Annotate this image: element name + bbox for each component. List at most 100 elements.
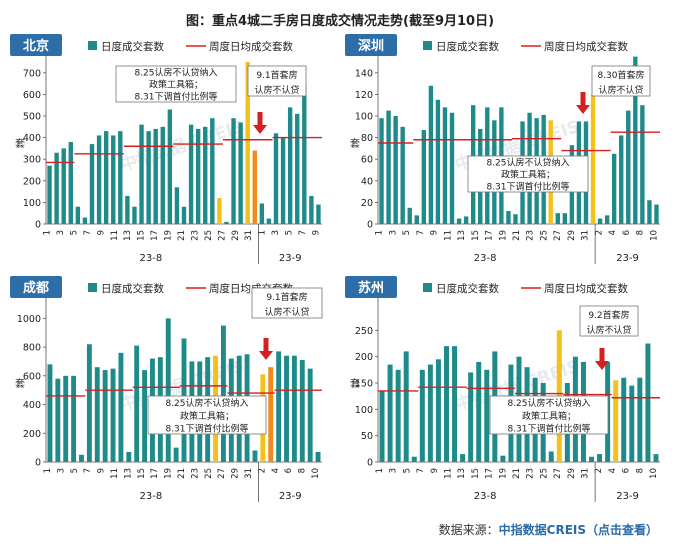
- city-badge: [345, 34, 397, 56]
- bar: [266, 218, 272, 224]
- x-tick-label: 19: [498, 468, 508, 479]
- x-tick-label: 19: [164, 230, 174, 241]
- data-source-link[interactable]: 中指数据CREIS（点击查看）: [498, 523, 658, 537]
- bar: [611, 153, 617, 224]
- policy-note-text: 认房不认贷: [586, 324, 631, 336]
- bar: [411, 456, 417, 462]
- bar: [103, 131, 109, 224]
- bar: [295, 113, 300, 224]
- x-tick-label: 21: [512, 468, 522, 479]
- bar: [562, 213, 568, 224]
- x-tick-label: 11: [110, 468, 120, 479]
- y-tick-label: 400: [23, 133, 41, 144]
- bar: [597, 454, 603, 462]
- x-tick-label: 13: [123, 230, 133, 241]
- x-tick-label: 21: [512, 230, 522, 241]
- y-tick-label: 60: [361, 155, 373, 166]
- x-tick-label: 29: [567, 230, 577, 241]
- x-tick-label: 25: [540, 230, 550, 241]
- y-tick-label: 200: [355, 352, 373, 363]
- bar: [555, 213, 560, 224]
- bar: [513, 214, 518, 224]
- bar: [203, 126, 208, 224]
- y-tick-label: 20: [361, 198, 373, 209]
- bar: [61, 148, 66, 224]
- bar: [68, 141, 73, 224]
- x-tick-label: 27: [217, 230, 227, 241]
- city-badge: [10, 34, 62, 56]
- policy-note-box: [115, 65, 237, 103]
- bar: [63, 375, 69, 462]
- x-tick-label: 1: [258, 230, 268, 235]
- y-tick-label: 100: [355, 112, 373, 123]
- bar: [604, 215, 610, 224]
- bar: [463, 216, 469, 224]
- legend-bar-swatch: [88, 41, 97, 50]
- bar: [132, 206, 137, 224]
- bar: [224, 221, 229, 224]
- x-tick-label: 9: [430, 230, 440, 235]
- bar: [195, 128, 201, 224]
- city-label: 北京: [23, 38, 49, 54]
- y-tick-label: 80: [361, 133, 373, 144]
- legend-line-label: 周度日均成交套数: [544, 40, 628, 53]
- x-tick-label: 1: [375, 230, 385, 235]
- x-tick-label: 3: [271, 230, 281, 235]
- bar: [280, 137, 286, 224]
- x-tick-label: 5: [402, 468, 412, 473]
- bar: [476, 361, 482, 462]
- bar: [118, 352, 124, 462]
- bar: [386, 110, 391, 224]
- bar: [640, 105, 645, 224]
- bar: [96, 135, 102, 224]
- bar: [86, 344, 92, 462]
- x-tick-label: 3: [388, 230, 398, 235]
- bar: [387, 364, 393, 462]
- bar: [460, 454, 466, 462]
- policy-note-box: [579, 305, 639, 337]
- bar: [307, 368, 313, 462]
- x-tick-label: 21: [177, 468, 187, 479]
- bar: [506, 211, 511, 224]
- bar: [217, 198, 222, 224]
- bar: [414, 215, 419, 224]
- policy-arrow-shaft: [599, 348, 605, 362]
- x-tick-label: 1: [43, 230, 53, 235]
- bar: [54, 152, 59, 224]
- x-tick-label: 23: [526, 468, 536, 479]
- x-tick-label: 6: [284, 468, 294, 473]
- city-label: 深圳: [358, 38, 384, 54]
- policy-note-text: 8.25认房不认贷纳入: [507, 397, 590, 409]
- policy-note-text: 认房不认贷: [254, 84, 299, 96]
- x-tick-label: 9: [312, 230, 322, 235]
- x-tick-label: 31: [581, 230, 591, 241]
- y-tick-label: 100: [23, 198, 41, 209]
- policy-note-text: 8.30首套房: [597, 69, 644, 81]
- bar: [468, 372, 474, 462]
- bar: [619, 135, 624, 224]
- y-tick-label: 500: [23, 112, 41, 123]
- bar: [284, 355, 289, 462]
- bar: [435, 99, 441, 224]
- policy-note-text: 8.31下调首付比例等: [486, 181, 569, 193]
- policy-note-text: 8.25认房不认贷纳入: [165, 397, 248, 409]
- x-tick-label: 27: [553, 230, 563, 241]
- x-tick-label: 31: [244, 230, 254, 241]
- bar: [291, 355, 297, 462]
- policy-arrow-head: [595, 361, 609, 370]
- bar: [633, 56, 638, 224]
- bar: [252, 150, 257, 224]
- x-tick-label: 13: [457, 468, 467, 479]
- bar: [188, 124, 194, 224]
- city-badge: [10, 276, 62, 298]
- bar: [181, 206, 187, 224]
- bar: [111, 135, 116, 224]
- bar: [428, 85, 434, 224]
- x-tick-label: 25: [204, 230, 214, 241]
- policy-note-text: 政策工具箱；: [522, 410, 576, 422]
- policy-note-box: [591, 65, 651, 97]
- month-label: 23-8: [474, 253, 497, 264]
- policy-note-box: [467, 155, 589, 193]
